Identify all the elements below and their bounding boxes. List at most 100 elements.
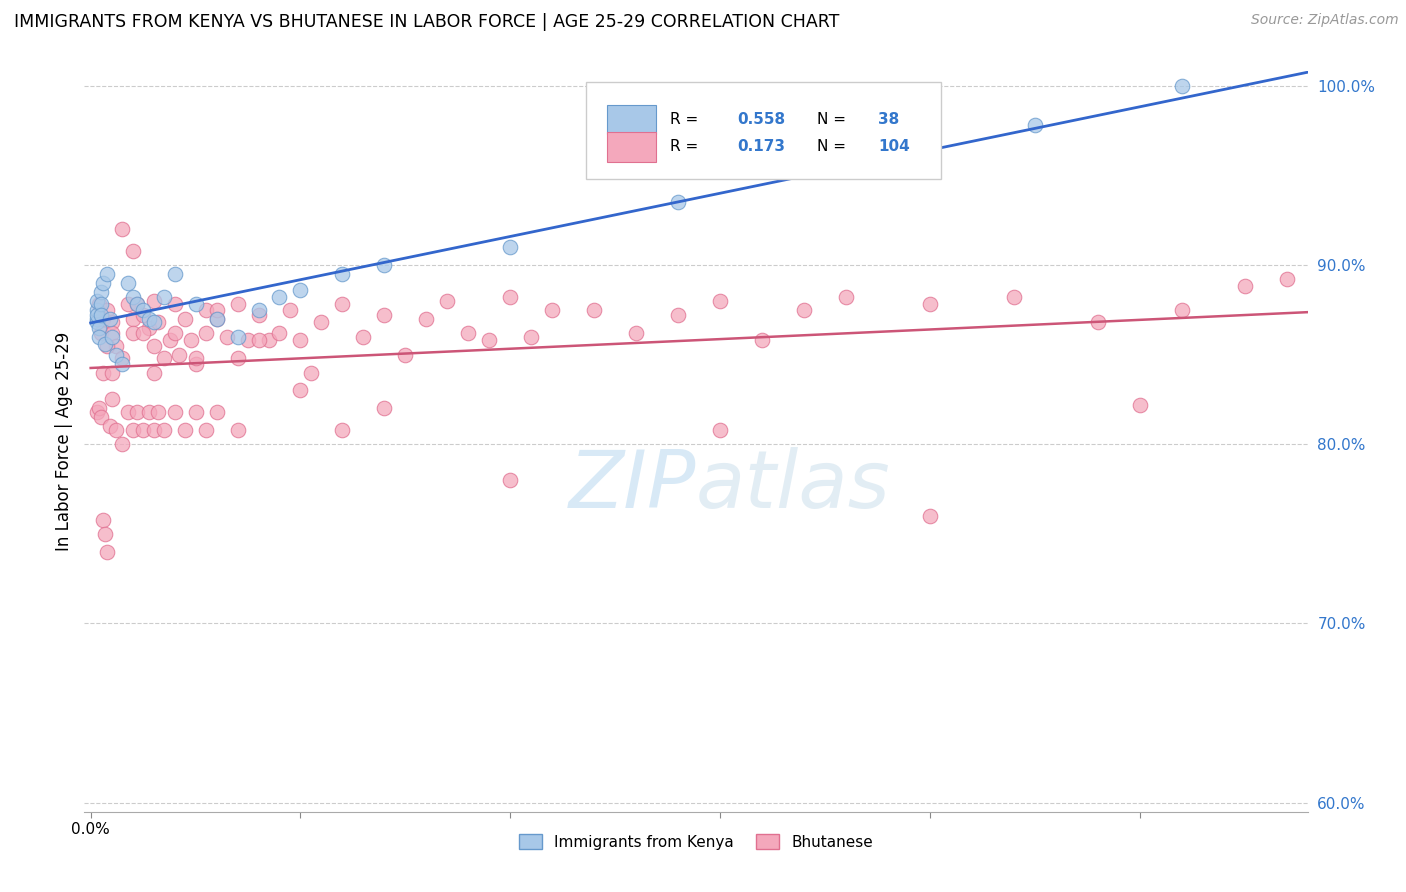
Point xyxy=(436,293,458,308)
Point xyxy=(86,405,108,419)
Point xyxy=(87,297,110,311)
Point xyxy=(215,329,238,343)
Point xyxy=(121,290,143,304)
Point xyxy=(142,293,165,308)
Point xyxy=(332,267,354,281)
Point xyxy=(96,302,118,317)
Point xyxy=(100,315,122,329)
Point xyxy=(709,293,731,308)
Point xyxy=(167,348,190,362)
Point xyxy=(90,285,112,299)
Point xyxy=(86,302,108,317)
Point xyxy=(104,348,127,362)
Point xyxy=(195,423,218,437)
Point xyxy=(138,311,160,326)
Point xyxy=(94,336,117,351)
Point xyxy=(153,351,176,366)
Point xyxy=(100,392,122,407)
Point xyxy=(138,405,160,419)
Point xyxy=(96,545,118,559)
Point xyxy=(87,401,110,416)
Point xyxy=(1170,78,1192,93)
Bar xyxy=(606,132,655,161)
Legend: Immigrants from Kenya, Bhutanese: Immigrants from Kenya, Bhutanese xyxy=(513,828,879,856)
Point xyxy=(520,329,543,343)
Point xyxy=(290,384,312,398)
Point xyxy=(918,508,941,523)
Point xyxy=(138,320,160,334)
Point xyxy=(247,333,270,347)
Point xyxy=(257,333,280,347)
Point xyxy=(86,308,108,322)
Point xyxy=(91,512,114,526)
Point xyxy=(499,240,522,254)
Point xyxy=(111,222,134,236)
Point xyxy=(269,290,291,304)
Text: 38: 38 xyxy=(879,112,900,127)
Point xyxy=(184,297,207,311)
Point xyxy=(142,315,165,329)
Point xyxy=(278,302,301,317)
Point xyxy=(111,357,134,371)
Point xyxy=(236,333,259,347)
Point xyxy=(205,405,228,419)
Point xyxy=(96,267,118,281)
Point xyxy=(153,290,176,304)
Point xyxy=(121,423,143,437)
Point xyxy=(111,351,134,366)
Point xyxy=(1002,290,1025,304)
Point xyxy=(184,405,207,419)
Point xyxy=(373,258,395,272)
Point xyxy=(394,348,416,362)
Point xyxy=(373,401,395,416)
Point xyxy=(311,315,333,329)
Point xyxy=(142,366,165,380)
Point xyxy=(184,357,207,371)
Point xyxy=(499,290,522,304)
Point xyxy=(121,311,143,326)
Point xyxy=(104,338,127,352)
Point xyxy=(1170,302,1192,317)
Text: 104: 104 xyxy=(879,139,910,154)
Point xyxy=(132,423,155,437)
Point xyxy=(90,308,112,322)
Point xyxy=(163,297,186,311)
Point xyxy=(666,308,689,322)
Point xyxy=(877,146,900,161)
Point xyxy=(835,290,858,304)
Point xyxy=(499,473,522,487)
Point xyxy=(1275,272,1298,286)
Point xyxy=(226,423,249,437)
Text: R =: R = xyxy=(671,112,703,127)
Point xyxy=(195,302,218,317)
Point xyxy=(132,326,155,340)
Point xyxy=(457,326,479,340)
Point xyxy=(111,437,134,451)
Text: 0.173: 0.173 xyxy=(738,139,786,154)
Point xyxy=(174,423,197,437)
Point xyxy=(96,338,118,352)
Point xyxy=(100,326,122,340)
Point xyxy=(153,423,176,437)
Point xyxy=(195,326,218,340)
Point xyxy=(332,297,354,311)
Text: R =: R = xyxy=(671,139,703,154)
Point xyxy=(94,526,117,541)
Point xyxy=(478,333,501,347)
Point xyxy=(247,302,270,317)
Point xyxy=(125,297,148,311)
Point xyxy=(104,423,127,437)
Point xyxy=(159,333,181,347)
Point xyxy=(247,308,270,322)
Point xyxy=(163,326,186,340)
Point xyxy=(142,338,165,352)
Point xyxy=(98,311,121,326)
Point xyxy=(100,329,122,343)
Point xyxy=(180,333,202,347)
Point xyxy=(373,308,395,322)
Point xyxy=(290,283,312,297)
Point xyxy=(205,311,228,326)
Point xyxy=(146,315,169,329)
Point xyxy=(751,333,773,347)
Point xyxy=(624,326,647,340)
